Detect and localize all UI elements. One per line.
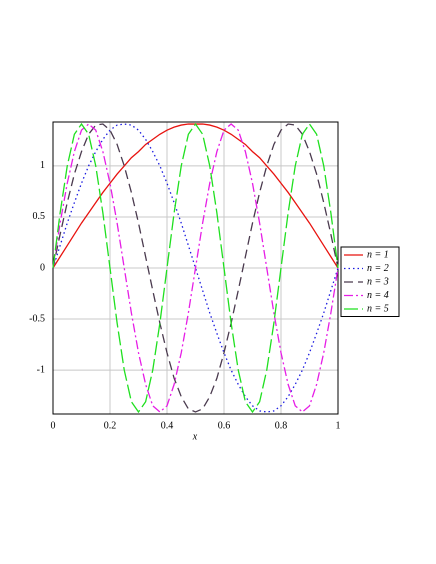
y-tick-label: -1 xyxy=(37,364,45,375)
x-tick-label: 0.4 xyxy=(161,420,174,431)
legend-label: n = 4 xyxy=(367,290,389,301)
y-tick-label: -0.5 xyxy=(29,313,45,324)
legend-label: n = 5 xyxy=(367,303,389,314)
series-line xyxy=(52,122,339,414)
series-line xyxy=(52,123,339,413)
x-tick-label: 0 xyxy=(51,420,56,431)
x-tick-label: 0.6 xyxy=(218,420,231,431)
legend-label: n = 3 xyxy=(367,276,389,287)
legend-label: n = 2 xyxy=(367,263,389,274)
x-tick-label: 1 xyxy=(336,420,341,431)
y-tick-label: 1 xyxy=(40,160,45,171)
x-tick-label: 0.2 xyxy=(104,420,117,431)
y-tick-label: 0.5 xyxy=(33,211,46,222)
legend-label: n = 1 xyxy=(367,249,389,260)
y-tick-label: 0 xyxy=(40,262,45,273)
x-axis-label: x xyxy=(192,431,198,442)
series-line xyxy=(52,123,339,413)
x-tick-label: 0.8 xyxy=(275,420,288,431)
